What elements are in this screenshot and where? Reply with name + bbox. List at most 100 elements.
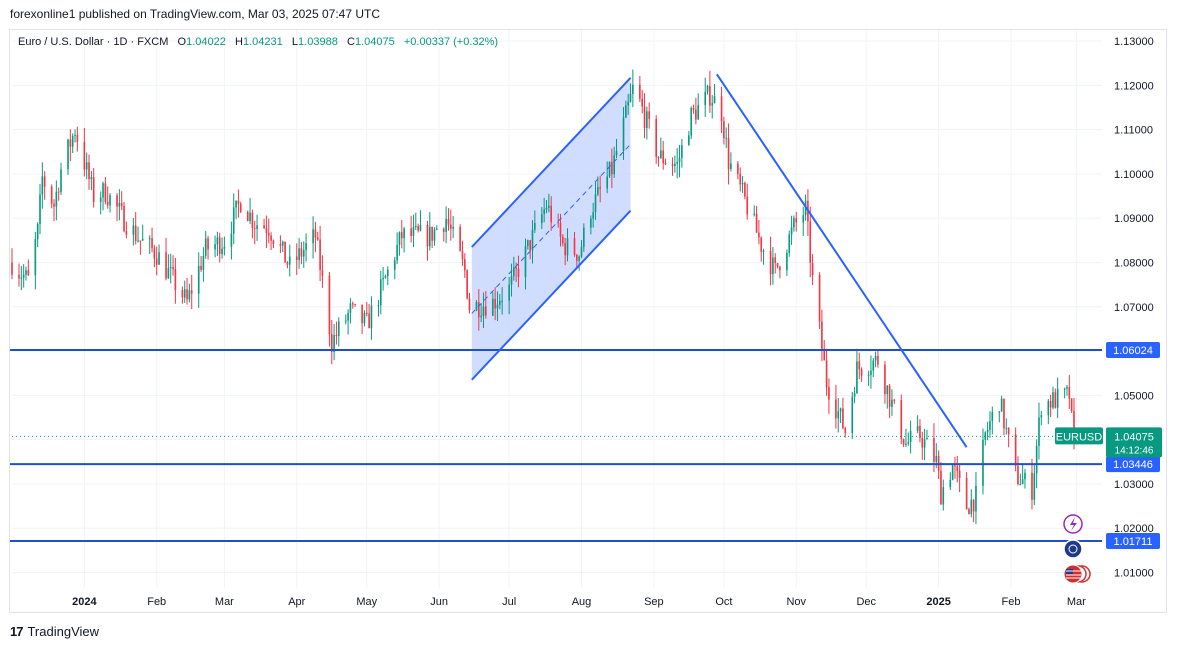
candle-body xyxy=(67,139,69,170)
candle-body xyxy=(482,306,485,316)
event-icons-layer xyxy=(1063,514,1091,584)
candle-body xyxy=(746,196,749,215)
candle-body xyxy=(218,237,221,255)
x-tick-label: Apr xyxy=(288,596,305,608)
candle-body xyxy=(183,289,186,298)
candle-body xyxy=(20,277,23,279)
candle-body xyxy=(671,163,674,167)
candle-body xyxy=(821,321,823,350)
candle-body xyxy=(90,177,93,180)
candle-body xyxy=(426,225,429,247)
candle-body xyxy=(22,274,25,278)
candle-body xyxy=(954,465,956,467)
candle-body xyxy=(174,269,177,291)
candle-body xyxy=(1003,398,1005,429)
candle-body xyxy=(1040,415,1043,418)
candle-body xyxy=(223,246,226,249)
chart-frame[interactable] xyxy=(9,29,1167,613)
candle-body xyxy=(524,245,527,278)
candle-body xyxy=(249,212,251,222)
y-tick-label: 1.11000 xyxy=(1114,125,1153,137)
candle-body xyxy=(1005,427,1008,429)
candle-body xyxy=(662,150,665,164)
candle-body xyxy=(573,238,576,255)
candle-body xyxy=(564,243,566,256)
symbol-tag-label: EURUSD xyxy=(1056,431,1103,443)
candle-body xyxy=(216,237,219,245)
candle-body xyxy=(510,276,513,285)
candle-body xyxy=(527,240,529,246)
legend-symbol[interactable]: Euro / U.S. Dollar · 1D · FXCM xyxy=(18,36,169,48)
candle-body xyxy=(200,265,202,270)
candle-body xyxy=(613,155,616,175)
candle-body xyxy=(265,228,268,233)
candle-body xyxy=(606,176,608,189)
candle-body xyxy=(1007,427,1010,435)
downtrend-line xyxy=(716,73,968,448)
candle-body xyxy=(298,248,300,261)
candle-body xyxy=(534,223,536,230)
candle-body xyxy=(1063,388,1066,390)
candle-body xyxy=(1033,473,1036,500)
candle-body xyxy=(907,442,910,444)
candle-body xyxy=(858,361,861,370)
candle-body xyxy=(41,176,44,195)
candle-body xyxy=(197,265,200,294)
candle-body xyxy=(410,228,412,236)
candle-body xyxy=(125,231,128,235)
candle-body xyxy=(695,109,697,120)
candle-body xyxy=(818,275,821,322)
candle-body xyxy=(851,396,854,433)
candle-body xyxy=(965,477,968,510)
x-tick-label: 2025 xyxy=(926,596,950,608)
candle-body xyxy=(790,227,793,235)
bar-countdown-label: 14:12:46 xyxy=(1115,445,1154,456)
candle-body xyxy=(886,385,889,395)
candle-body xyxy=(779,266,781,271)
candle-body xyxy=(578,256,580,261)
candle-body xyxy=(877,356,879,365)
candle-body xyxy=(949,479,952,488)
candle-body xyxy=(475,302,478,311)
candle-body xyxy=(655,118,658,157)
candle-body xyxy=(137,240,139,242)
legend-close-value: 1.04075 xyxy=(354,36,395,48)
candle-body xyxy=(477,302,480,318)
candle-body xyxy=(442,228,445,232)
candle-body xyxy=(253,227,256,229)
candle-body xyxy=(674,163,676,167)
candle-body xyxy=(753,213,756,215)
candle-body xyxy=(480,315,482,318)
candle-body xyxy=(214,244,216,250)
candle-body xyxy=(237,200,240,204)
candle-body xyxy=(611,161,613,175)
candle-body xyxy=(884,364,886,395)
candle-body xyxy=(697,105,700,120)
candle-body xyxy=(319,239,321,271)
candle-body xyxy=(639,84,641,99)
candle-body xyxy=(608,161,611,177)
candle-body xyxy=(909,430,912,443)
candle-body xyxy=(286,262,289,265)
x-tick-label: Feb xyxy=(147,596,166,608)
candle-body xyxy=(412,227,415,236)
candle-body xyxy=(398,232,401,245)
candle-body xyxy=(361,304,363,324)
candle-body xyxy=(377,305,380,307)
candle-body xyxy=(725,137,728,139)
candle-body xyxy=(246,211,249,222)
chart-legend[interactable]: Euro / U.S. Dollar · 1D · FXCM O1.04022 … xyxy=(18,36,498,48)
candle-body xyxy=(648,111,651,119)
footer-branding[interactable]: 17 TradingView xyxy=(10,624,99,639)
candle-body xyxy=(330,334,333,352)
channel-midline xyxy=(471,143,631,314)
candle-body xyxy=(998,411,1001,413)
y-tick-label: 1.09000 xyxy=(1114,213,1154,225)
candle-body xyxy=(888,385,891,407)
candle-body xyxy=(517,268,520,278)
candle-body xyxy=(1068,386,1071,399)
candle-body xyxy=(835,399,837,419)
candle-body xyxy=(300,248,303,257)
candle-body xyxy=(188,290,191,300)
